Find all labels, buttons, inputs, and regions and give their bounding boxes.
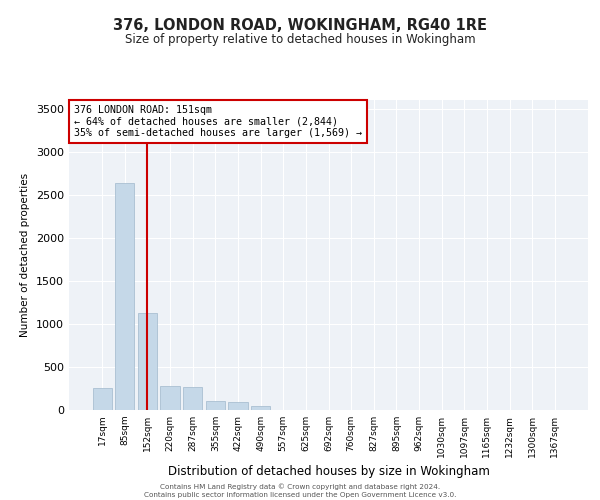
Bar <box>138 312 157 410</box>
Bar <box>251 406 270 410</box>
Bar <box>92 388 112 410</box>
Text: 376 LONDON ROAD: 151sqm
← 64% of detached houses are smaller (2,844)
35% of semi: 376 LONDON ROAD: 151sqm ← 64% of detache… <box>74 104 362 138</box>
Bar <box>115 182 134 410</box>
Text: 376, LONDON ROAD, WOKINGHAM, RG40 1RE: 376, LONDON ROAD, WOKINGHAM, RG40 1RE <box>113 18 487 32</box>
Bar <box>206 402 225 410</box>
Bar <box>160 386 180 410</box>
Bar <box>183 387 202 410</box>
Text: Contains HM Land Registry data © Crown copyright and database right 2024.
Contai: Contains HM Land Registry data © Crown c… <box>144 484 456 498</box>
Bar <box>229 402 248 410</box>
X-axis label: Distribution of detached houses by size in Wokingham: Distribution of detached houses by size … <box>167 466 490 478</box>
Y-axis label: Number of detached properties: Number of detached properties <box>20 173 31 337</box>
Text: Size of property relative to detached houses in Wokingham: Size of property relative to detached ho… <box>125 32 475 46</box>
